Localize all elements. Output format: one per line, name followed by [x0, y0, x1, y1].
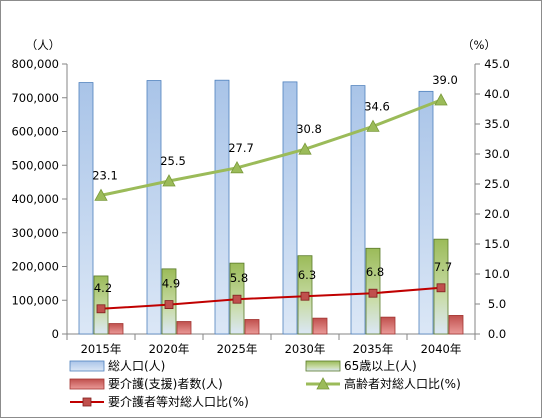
- y-tick-label: 300,000: [11, 226, 59, 240]
- data-label: 30.8: [296, 122, 322, 136]
- line-point: [436, 283, 446, 293]
- axes: 0 100,000 200,000 300,000 400,000 500,000 600,…: [11, 57, 509, 356]
- data-label: 34.6: [364, 99, 390, 113]
- legend: 総人口(人) 65歳以上(人) 要介護(支援)者数(人) 高齢者対総人口比(%) 要介護…: [69, 359, 461, 409]
- legend-label: 65歳以上(人): [344, 359, 417, 373]
- data-label: 39.0: [432, 73, 458, 87]
- bar: [146, 80, 162, 335]
- line-point: [232, 294, 242, 304]
- line-point: [300, 291, 310, 301]
- x-tick-label: 2040年: [421, 342, 462, 356]
- bar: [214, 79, 230, 335]
- right-axis-unit: （%）: [462, 38, 496, 52]
- legend-marker: [316, 377, 330, 390]
- legend-swatch: [69, 360, 105, 372]
- data-label: 5.8: [230, 271, 248, 285]
- bars: [78, 79, 464, 335]
- bar: [448, 315, 464, 335]
- y-tick-label: 700,000: [11, 91, 59, 105]
- data-label: 25.5: [160, 154, 186, 168]
- series-line: [100, 286, 442, 310]
- y-tick-label: 200,000: [11, 260, 59, 274]
- line-point: [434, 93, 448, 106]
- y-tick-label: 500,000: [11, 158, 59, 172]
- y2-tick-label: 15.0: [484, 237, 510, 251]
- x-tick-label: 2035年: [353, 342, 394, 356]
- y2-tick-label: 40.0: [484, 87, 510, 101]
- data-label: 6.8: [366, 265, 384, 279]
- legend-marker: [82, 397, 92, 407]
- data-label: 4.2: [94, 281, 112, 295]
- y-tick-label: 400,000: [11, 192, 59, 206]
- lines: 23.1 25.5 27.7 30.8 34.6 39.0 4.2 4.9 5.8 6.3 6.8 7…: [92, 73, 458, 314]
- bar: [176, 321, 192, 335]
- bar: [244, 319, 260, 335]
- y2-tick-label: 20.0: [484, 207, 510, 221]
- legend-label: 高齢者対総人口比(%): [344, 376, 461, 391]
- line-point: [230, 160, 244, 174]
- line-point: [96, 304, 106, 314]
- bar: [312, 317, 328, 335]
- y2-tick-label: 45.0: [484, 57, 510, 71]
- bar: [350, 85, 366, 335]
- data-label: 7.7: [434, 260, 452, 274]
- y2-tick-label: 25.0: [484, 177, 510, 191]
- data-label: 23.1: [92, 168, 118, 182]
- line-point: [298, 142, 312, 155]
- bar: [108, 323, 124, 335]
- y2-tick-label: 30.0: [484, 147, 510, 161]
- data-label: 27.7: [228, 141, 254, 155]
- x-tick-label: 2030年: [285, 342, 326, 356]
- y2-tick-label: 0.0: [488, 327, 506, 341]
- y-tick-label: 0: [52, 327, 59, 341]
- bar: [380, 316, 396, 335]
- line-point: [366, 119, 380, 132]
- legend-label: 総人口(人): [108, 359, 165, 373]
- bar: [78, 82, 94, 335]
- line-point: [94, 188, 108, 201]
- y-tick-label: 800,000: [11, 57, 59, 71]
- legend-label: 要介護者等対総人口比(%): [108, 394, 249, 409]
- x-tick-label: 2015年: [81, 342, 122, 356]
- line-point: [162, 174, 176, 187]
- left-axis-unit: （人）: [26, 38, 61, 52]
- data-label: 6.3: [298, 268, 316, 282]
- series-line: [100, 98, 442, 197]
- y-tick-label: 100,000: [11, 293, 59, 307]
- line-point: [368, 288, 378, 298]
- x-tick-label: 2020年: [149, 342, 190, 356]
- line-point: [164, 300, 174, 310]
- bar: [282, 81, 298, 335]
- y2-tick-label: 5.0: [488, 297, 506, 311]
- y2-tick-label: 10.0: [484, 267, 510, 281]
- legend-label: 要介護(支援)者数(人): [108, 376, 223, 391]
- data-label: 4.9: [162, 277, 180, 291]
- legend-swatch: [69, 378, 105, 390]
- y-tick-label: 600,000: [11, 125, 59, 139]
- x-tick-label: 2025年: [217, 342, 258, 356]
- legend-swatch: [305, 360, 341, 372]
- bar: [418, 90, 434, 335]
- y2-tick-label: 35.0: [484, 117, 510, 131]
